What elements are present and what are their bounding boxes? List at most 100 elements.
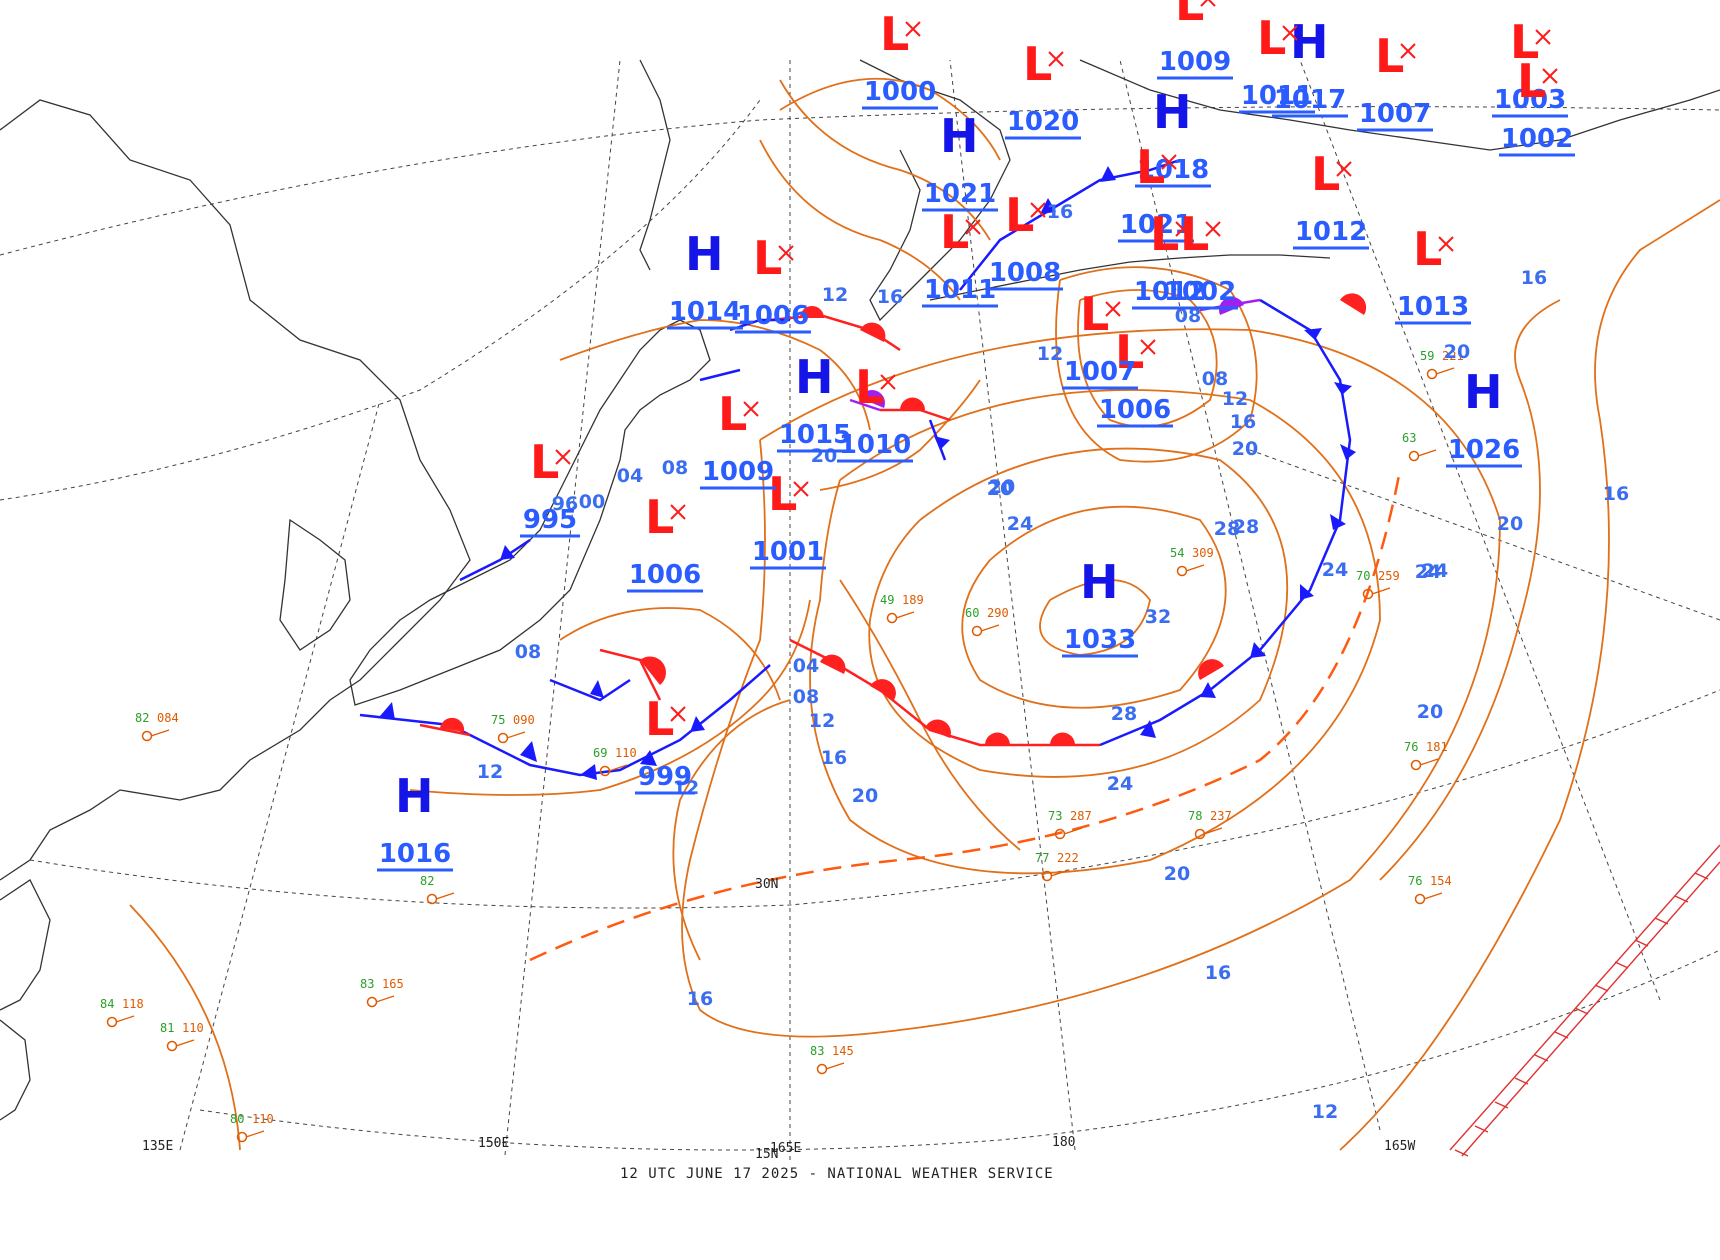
geo-labels: 150E 165E 180 165W 135E 30N 15N: [142, 877, 1415, 1162]
low-center-x-icon: [1336, 161, 1352, 177]
low-pressure-center: L 1012: [1132, 207, 1208, 310]
station-temperature: 83: [360, 977, 374, 991]
station-pressure: 110: [615, 746, 637, 760]
hatched-band: [1449, 844, 1720, 1157]
station-temperature: 82: [135, 711, 149, 725]
pressure-value: 1011: [1241, 81, 1313, 111]
low-symbol: L: [530, 435, 559, 489]
pressure-centers: H 1033 H 1026 H 1016 H 1014 H 1015 H 1021 H 1018 H 1017…: [377, 0, 1575, 872]
lon-label-165e: 165E: [770, 1141, 801, 1156]
station-pressure: 181: [1426, 740, 1448, 754]
station-model: 69 110: [593, 746, 637, 777]
isobar-value-label: 12: [1222, 388, 1248, 410]
station-temperature: 69: [593, 746, 607, 760]
station-pressure: 090: [513, 713, 535, 727]
isobar-value-label: 24: [1007, 513, 1033, 535]
station-models: 82 83 165 84 118 81 110 80 110 73 287 77 222 78 237 76 1…: [100, 349, 1464, 1143]
station-model: 70 259: [1356, 569, 1400, 600]
isobar-1016-southwest: [129, 904, 241, 1151]
low-center-x-icon: [1140, 339, 1156, 355]
pressure-value: 1009: [702, 457, 774, 487]
wind-barb-icon: [1063, 827, 1083, 835]
low-symbol: L: [1175, 0, 1204, 31]
low-center-x-icon: [1200, 0, 1216, 7]
station-pressure: 309: [1192, 546, 1214, 560]
low-center-x-icon: [1161, 154, 1177, 170]
station-temperature: 70: [1356, 569, 1370, 583]
low-pressure-center: L 1002: [1499, 54, 1575, 157]
low-symbol: L: [1080, 287, 1109, 341]
pressure-value: 1001: [752, 537, 824, 567]
pressure-value: 1003: [1494, 85, 1566, 115]
low-center-x-icon: [905, 21, 921, 37]
low-pressure-center: L 1007: [1062, 287, 1138, 390]
isobar-value-label: 12: [1037, 343, 1063, 365]
wind-barb-icon: [150, 729, 170, 737]
warm-front-north: [769, 313, 901, 352]
lat-label-30n: 30N: [755, 877, 778, 892]
pressure-value: 1013: [1397, 292, 1469, 322]
pressure-value: 1006: [1099, 395, 1171, 425]
pressure-value: 1015: [779, 420, 851, 450]
low-pressure-center: L 1009: [1157, 0, 1233, 80]
isobar-value-label: 20: [1232, 438, 1258, 460]
station-circle-icon: [1414, 893, 1426, 905]
low-center-x-icon: [1030, 202, 1046, 218]
station-circle-icon: [886, 612, 898, 624]
pressure-value: 1002: [1501, 124, 1573, 154]
map-footer: 12 UTC JUNE 17 2025 - NATIONAL WEATHER S…: [620, 1166, 1054, 1182]
station-temperature: 76: [1408, 874, 1422, 888]
high-symbol: H: [685, 227, 724, 281]
isobar-south-1: [839, 579, 1021, 851]
pressure-value: 1007: [1359, 99, 1431, 129]
pressure-value: 995: [523, 505, 577, 535]
low-pressure-center: L 1009: [700, 387, 776, 490]
station-circle-icon: [1408, 450, 1420, 462]
station-circle-icon: [497, 732, 509, 744]
isobar-value-label: 16: [1603, 483, 1629, 505]
low-pressure-center: L 1010: [837, 360, 913, 463]
warm-front-west: [419, 723, 471, 737]
low-symbol: L: [1136, 140, 1165, 194]
isobar-value-label: 20: [1417, 701, 1443, 723]
isobar-1020-east: [809, 389, 1381, 875]
wind-barb-icon: [1371, 587, 1391, 595]
wind-barb-icon: [1203, 827, 1223, 835]
pressure-value: 1014: [669, 297, 741, 327]
low-symbol: L: [1257, 11, 1286, 65]
wind-barb-icon: [895, 611, 915, 619]
station-model: 76 154: [1408, 874, 1452, 905]
station-pressure: 290: [987, 606, 1009, 620]
low-center-x-icon: [1400, 43, 1416, 59]
low-center-x-icon: [1535, 29, 1551, 45]
high-symbol: H: [395, 769, 434, 823]
low-pressure-center: L 999: [635, 692, 695, 795]
station-circle-icon: [1426, 368, 1438, 380]
isobar-value-label: 20: [852, 785, 878, 807]
station-pressure: 287: [1070, 809, 1092, 823]
lat-label-15n: 15N: [755, 1147, 778, 1162]
pressure-value: 1007: [1064, 357, 1136, 387]
wind-barb-icon: [115, 1015, 135, 1023]
station-model: 82 084: [135, 711, 179, 742]
low-center-x-icon: [965, 219, 981, 235]
cold-front-okhotsk: [699, 368, 741, 382]
pressure-value: 1010: [839, 430, 911, 460]
alaska-coast: [1079, 59, 1720, 151]
low-symbol: L: [1180, 207, 1209, 261]
wind-barb-icon: [980, 624, 1000, 632]
low-pressure-center: L 1011: [1239, 11, 1315, 114]
station-model: 77 222: [1035, 851, 1079, 882]
high-pressure-center: H 1033: [1062, 555, 1138, 658]
station-temperature: 81: [160, 1021, 174, 1035]
station-temperature: 80: [230, 1112, 244, 1126]
isobar-1012-east: [1339, 199, 1720, 1151]
station-temperature: 83: [810, 1044, 824, 1058]
station-model: 60 290: [965, 606, 1009, 637]
station-temperature: 54: [1170, 546, 1184, 560]
station-pressure: 222: [1057, 851, 1079, 865]
pressure-value: 1017: [1274, 85, 1346, 115]
low-pressure-center: L 1007: [1357, 29, 1433, 132]
low-symbol: L: [1150, 207, 1179, 261]
